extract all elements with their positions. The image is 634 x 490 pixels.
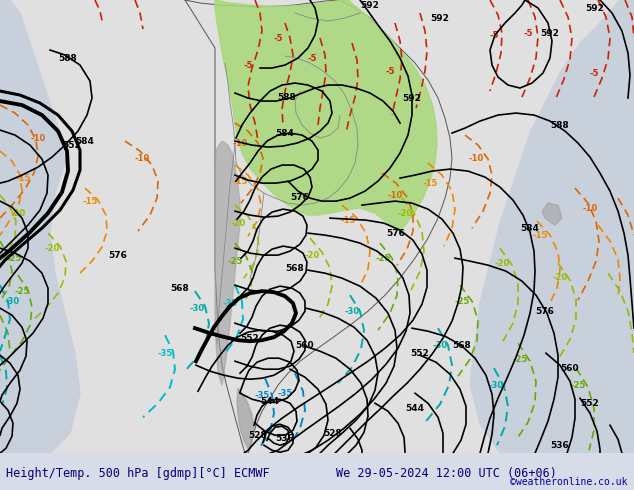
Text: -30: -30 (488, 381, 503, 390)
Text: -25: -25 (375, 254, 391, 263)
Text: -5: -5 (273, 33, 283, 43)
Text: 588: 588 (550, 121, 569, 129)
Text: -15: -15 (15, 173, 30, 183)
Text: Height/Temp. 500 hPa [gdmp][°C] ECMWF: Height/Temp. 500 hPa [gdmp][°C] ECMWF (6, 467, 270, 480)
Text: 592: 592 (430, 14, 450, 23)
Polygon shape (237, 388, 254, 448)
Text: 584: 584 (75, 137, 94, 146)
Text: -5: -5 (385, 67, 395, 75)
Polygon shape (470, 0, 634, 453)
Text: -20: -20 (304, 251, 320, 260)
Text: -15: -15 (422, 178, 437, 188)
Text: -35: -35 (254, 391, 269, 400)
Text: 552: 552 (241, 334, 259, 343)
Polygon shape (542, 203, 562, 225)
Text: -35: -35 (278, 389, 293, 398)
Text: 568: 568 (453, 341, 471, 350)
Polygon shape (215, 141, 240, 385)
Text: -20: -20 (10, 209, 25, 218)
Text: -10: -10 (469, 153, 484, 163)
Text: -25: -25 (15, 287, 30, 295)
Text: -5: -5 (489, 30, 499, 40)
Text: 560: 560 (295, 341, 314, 350)
Text: -5: -5 (523, 28, 533, 38)
Text: -30: -30 (190, 304, 205, 313)
Text: -25: -25 (455, 296, 470, 306)
Text: -15: -15 (533, 231, 548, 240)
Text: -15: -15 (232, 176, 248, 186)
Text: 544: 544 (261, 397, 280, 406)
Text: 584: 584 (276, 128, 294, 138)
Text: -15: -15 (340, 216, 356, 224)
Polygon shape (0, 0, 80, 453)
Text: 588: 588 (278, 93, 296, 101)
Text: 576: 576 (387, 229, 405, 238)
Text: -20: -20 (495, 259, 510, 268)
Text: 528: 528 (323, 429, 342, 438)
Text: 552: 552 (411, 349, 429, 358)
Text: -30: -30 (344, 307, 359, 316)
Text: 536: 536 (276, 434, 294, 443)
Text: -10: -10 (134, 153, 150, 163)
Text: 592: 592 (361, 0, 379, 9)
Polygon shape (185, 0, 452, 453)
Text: -10: -10 (30, 134, 46, 143)
Text: -30: -30 (4, 296, 20, 306)
Text: -35: -35 (157, 349, 172, 358)
Text: 552: 552 (581, 399, 599, 408)
Text: -10: -10 (583, 204, 598, 213)
Text: 576: 576 (536, 307, 555, 316)
Polygon shape (215, 0, 437, 231)
Text: -20: -20 (552, 272, 567, 282)
Text: -20: -20 (44, 244, 60, 253)
Text: -20: -20 (398, 209, 413, 218)
Text: 568: 568 (286, 264, 304, 272)
Text: 588: 588 (58, 53, 77, 63)
Text: 592: 592 (403, 94, 422, 102)
Text: 576: 576 (108, 251, 127, 260)
Text: -25: -25 (228, 257, 243, 266)
Text: -30: -30 (432, 341, 448, 350)
Text: -25: -25 (512, 355, 527, 364)
Text: 568: 568 (171, 284, 190, 293)
Text: 552: 552 (63, 141, 81, 149)
Text: -25: -25 (6, 254, 22, 263)
Text: -10: -10 (387, 191, 403, 199)
Text: -5: -5 (243, 61, 253, 70)
Text: -5: -5 (589, 69, 598, 77)
Text: -20: -20 (230, 219, 245, 228)
Text: -15: -15 (82, 196, 98, 206)
Text: 536: 536 (550, 441, 569, 450)
Text: 592: 592 (541, 28, 559, 38)
Text: We 29-05-2024 12:00 UTC (06+06): We 29-05-2024 12:00 UTC (06+06) (336, 467, 557, 480)
Text: 528: 528 (249, 431, 268, 440)
Text: -25: -25 (571, 381, 586, 390)
Text: 544: 544 (406, 404, 425, 413)
Text: -10: -10 (233, 139, 248, 147)
Text: 592: 592 (586, 3, 604, 13)
Text: -35: -35 (223, 299, 238, 308)
Text: 576: 576 (290, 193, 309, 201)
Text: ©weatheronline.co.uk: ©weatheronline.co.uk (510, 477, 628, 487)
Text: 584: 584 (521, 223, 540, 233)
Text: -5: -5 (307, 53, 317, 63)
Text: 560: 560 (560, 364, 579, 373)
